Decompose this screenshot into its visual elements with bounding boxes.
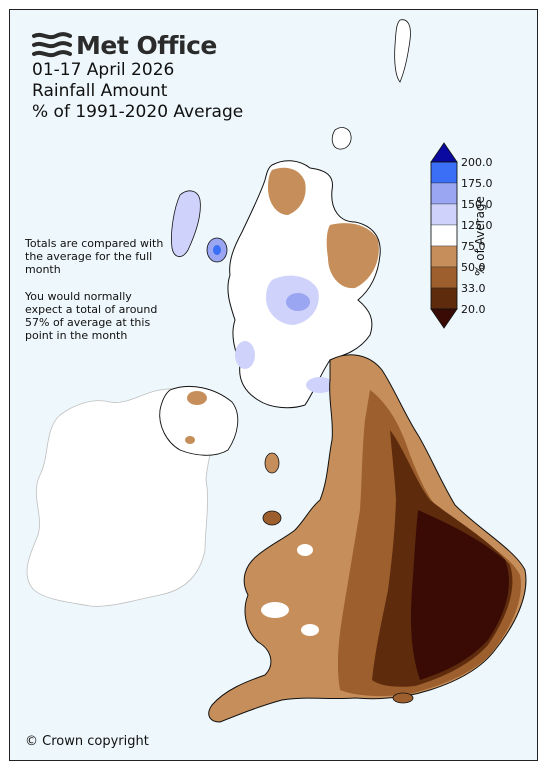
western-isles (171, 190, 201, 257)
map-note: Totals are compared with the average for… (25, 237, 165, 356)
tick-33: 33.0 (461, 282, 486, 295)
colorbar-band-175-200 (430, 161, 458, 184)
title-measure: % of 1991-2020 Average (32, 102, 244, 122)
map-titles: 01-17 April 2026 Rainfall Amount % of 19… (32, 60, 243, 123)
shetland-isles (394, 19, 411, 83)
north-wales-normal (297, 544, 313, 556)
colorbar-band-150-175 (430, 182, 458, 205)
orkney-isles (331, 127, 352, 150)
england-very-dry (410, 510, 509, 680)
tick-200: 200.0 (461, 156, 493, 169)
met-office-wave-icon (32, 32, 72, 58)
colorbar-outline (430, 161, 458, 310)
legend-title: % of Average (473, 196, 487, 276)
note-line-2: You would normally expect a total of aro… (25, 290, 158, 342)
tick-20: 20.0 (461, 303, 486, 316)
scotland-wetter-patch (286, 293, 310, 311)
scotland-wet-west (235, 341, 255, 369)
uk-rainfall-map (26, 19, 527, 723)
tick-150: 150.0 (461, 198, 493, 211)
colorbar-band-33-50 (430, 266, 458, 289)
title-period: 01-17 April 2026 (32, 60, 175, 80)
ni-dry-patch (187, 391, 207, 405)
tick-50: 50.0 (461, 261, 486, 274)
wales-normal-patch-2 (301, 624, 319, 636)
wales-normal-patch (261, 602, 289, 618)
northern-ireland (159, 385, 239, 456)
colorbar-band-50-75 (430, 245, 458, 268)
colorbar-band-20-33 (430, 287, 458, 310)
colorbar-bottom-arrow (430, 308, 458, 329)
colorbar-band-125-150 (430, 203, 458, 226)
scotland-north-dry (268, 167, 306, 215)
copyright-notice: © Crown copyright (25, 734, 149, 749)
colorbar (430, 142, 458, 329)
tick-75: 75.0 (461, 240, 486, 253)
met-office-logo: Met Office (32, 30, 217, 60)
title-variable: Rainfall Amount (32, 81, 168, 101)
isle-of-wight (392, 692, 414, 704)
skye-core (213, 245, 221, 255)
brand-name: Met Office (76, 30, 217, 60)
map-frame: Met Office 01-17 April 2026 Rainfall Amo… (9, 9, 538, 761)
tick-175: 175.0 (461, 177, 493, 190)
scotland-wet-south (306, 377, 334, 393)
scotland-ne-dry (326, 223, 379, 289)
colorbar-top-arrow (430, 142, 458, 163)
ireland-landmass (26, 388, 217, 607)
colorbar-legend: 200.0 175.0 150.0 125.0 75.0 50.0 33.0 2… (428, 141, 528, 331)
ni-dry-patch-2 (185, 436, 195, 444)
note-line-1: Totals are compared with the average for… (25, 237, 164, 276)
anglesey (262, 510, 282, 526)
colorbar-band-75-125 (430, 224, 458, 247)
tick-125: 125.0 (461, 219, 493, 232)
isle-of-man (264, 452, 280, 474)
